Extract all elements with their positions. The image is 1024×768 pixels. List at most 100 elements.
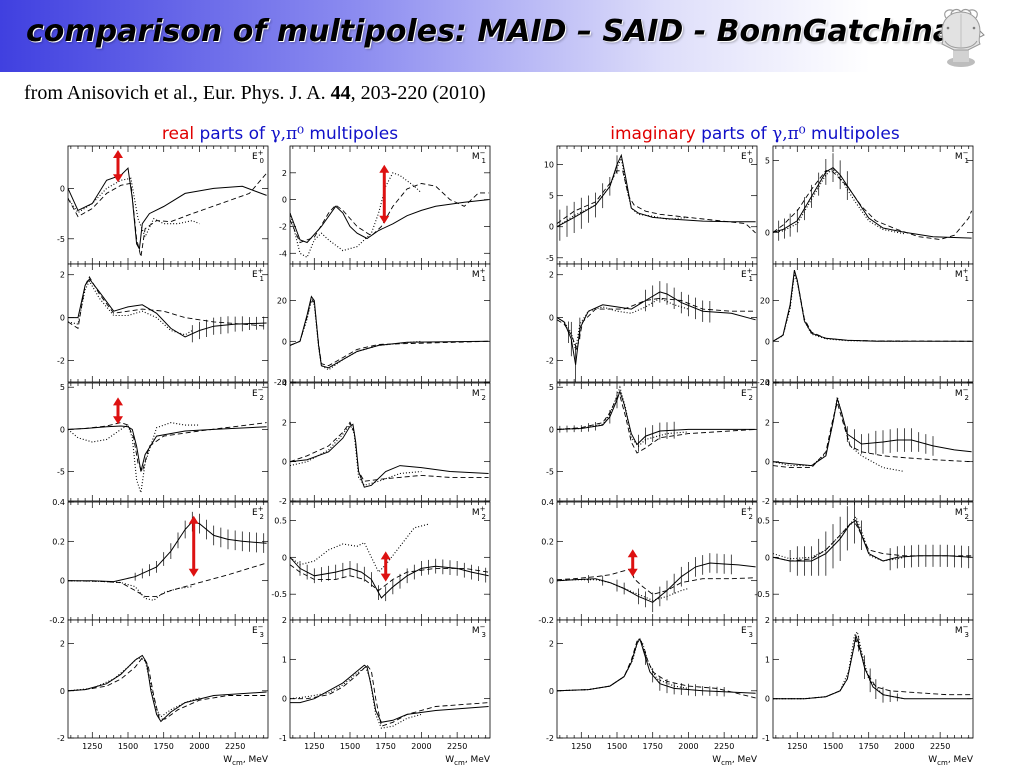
x-tick-label: 1750	[859, 742, 879, 751]
y-tick-label: 2	[765, 616, 770, 625]
multipole-label-main: M	[955, 626, 963, 636]
multipole-label: M+ 2	[472, 505, 486, 521]
x-axis-title-sub: cm	[937, 759, 948, 767]
curve-group	[68, 275, 267, 343]
multipole-label: E+ 1	[741, 267, 753, 283]
multipole-label: E− 3	[252, 623, 264, 639]
dotted-curve	[773, 396, 905, 473]
multipole-label-sup: −	[480, 149, 486, 157]
x-tick-label: 2250	[447, 742, 467, 751]
y-tick-label: -2	[762, 497, 770, 506]
panel-frame	[67, 501, 269, 621]
dotted-curve	[68, 422, 200, 493]
panel-frame	[772, 382, 974, 502]
curve-group	[557, 281, 756, 382]
x-tick-label: 2000	[678, 742, 698, 751]
y-tick-label: 0	[765, 695, 770, 704]
y-tick-label: 0.2	[541, 537, 554, 546]
double-arrow-head-down	[380, 573, 391, 582]
multipole-label-sub: 1	[965, 157, 969, 165]
multipole-label-sup: +	[747, 505, 753, 513]
multipole-label-main: M	[472, 152, 480, 162]
y-tick-label: 0	[282, 196, 287, 205]
multipole-label: E− 2	[741, 386, 753, 402]
curve-group	[68, 654, 267, 723]
curve-group	[290, 421, 489, 488]
multipole-label: E− 2	[252, 386, 264, 402]
dashed-curve	[290, 564, 489, 592]
citation-prefix: from Anisovich et al., Eur. Phys. J. A.	[24, 82, 331, 104]
y-tick-label: -5	[57, 235, 65, 244]
x-axis-title: Wcm, MeV	[928, 755, 974, 767]
panel-frame	[556, 263, 758, 383]
curve-group	[773, 630, 972, 703]
panel-frame	[556, 501, 758, 621]
multipole-label-main: M	[955, 152, 963, 162]
multipole-label-main: M	[472, 508, 480, 518]
y-tick-label: -5	[57, 468, 65, 477]
dotted-curve	[68, 580, 193, 601]
multipole-label-main: M	[472, 626, 480, 636]
x-tick-label: 1500	[823, 742, 843, 751]
y-tick-label: 10	[544, 161, 554, 170]
x-axis-title-unit: , MeV	[948, 755, 974, 765]
y-tick-label: 2	[282, 418, 287, 427]
panel-frame	[289, 382, 491, 502]
solid-curve	[557, 389, 756, 446]
multipole-label-sub: 2	[965, 394, 969, 402]
y-tick-label: -0.5	[754, 590, 770, 599]
x-tick-label: 1250	[82, 742, 102, 751]
y-tick-label: 0	[282, 695, 287, 704]
dashed-curve	[290, 664, 489, 727]
multipole-label-main: E	[741, 389, 747, 399]
panel-real-e0plus: -50E+ 0	[57, 145, 269, 265]
double-arrow-head-up	[380, 551, 391, 560]
multipole-label-main: M	[955, 270, 963, 280]
multipole-label-sub: 2	[749, 513, 753, 521]
x-tick-label: 1250	[304, 742, 324, 751]
y-tick-label: 0	[549, 687, 554, 696]
multipole-label-main: M	[472, 389, 480, 399]
curve-group	[773, 153, 973, 241]
panel-frame	[289, 263, 491, 383]
dashed-curve	[290, 421, 489, 482]
multipole-label: E+ 1	[252, 267, 264, 283]
x-tick-label: 1500	[607, 742, 627, 751]
multipole-label-main: E	[741, 152, 747, 162]
y-tick-label: 1	[765, 655, 770, 664]
multipole-label-sub: 0	[749, 157, 753, 165]
y-tick-label: 0.4	[541, 498, 554, 507]
panel-frame	[289, 145, 491, 265]
x-axis-title-sub: cm	[721, 759, 732, 767]
dashed-curve	[773, 401, 972, 469]
curve-group	[773, 269, 972, 342]
multipole-label-sub: 1	[482, 275, 486, 283]
x-tick-label: 2250	[930, 742, 950, 751]
x-tick-label: 2000	[411, 742, 431, 751]
citation-suffix: , 203-220 (2010)	[350, 82, 486, 104]
multipole-label-sub: 1	[965, 275, 969, 283]
real-parts-heading: real parts of γ,π⁰ multipoles	[70, 124, 490, 148]
janus-head-logo-icon	[937, 8, 985, 67]
x-tick-label: 2250	[714, 742, 734, 751]
y-tick-label: 0	[765, 337, 770, 346]
y-tick-label: 0	[60, 184, 65, 193]
panel-imaginary-e1plus: -2 0 2 E+ 1	[546, 263, 758, 383]
double-arrow-head-up	[113, 150, 123, 159]
panel-frame	[67, 382, 269, 502]
heading-imag-middle: parts of	[695, 124, 773, 144]
curve-group	[557, 153, 756, 241]
multipole-label-sub: 0	[260, 157, 264, 165]
dashed-curve	[773, 638, 972, 700]
multipole-label: M+ 1	[472, 267, 486, 283]
x-axis-title-unit: , MeV	[465, 755, 491, 765]
double-arrow-head-down	[379, 215, 390, 224]
curve-group	[557, 637, 756, 699]
y-tick-label: -20	[757, 378, 770, 387]
multipole-label-sup: +	[258, 149, 264, 157]
panel-imaginary-e3minus: -2 0 2 E− 3 1250 1500 1750 2000 2250 Wcm, MeV	[546, 619, 758, 767]
double-arrow-head-up	[379, 164, 390, 173]
y-tick-label: 5	[765, 156, 770, 165]
multipole-label-main: E	[252, 626, 258, 636]
